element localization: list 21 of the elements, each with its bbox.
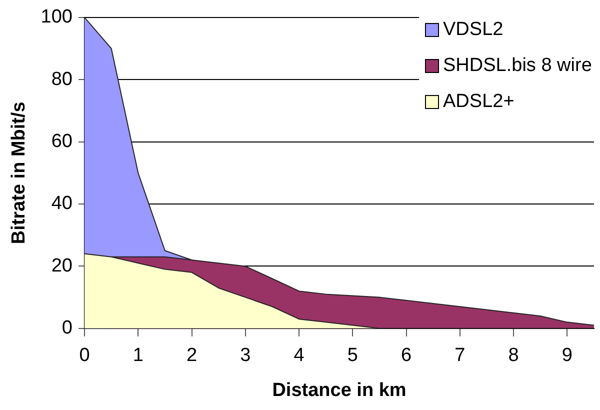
x-tick-label: 5 bbox=[347, 345, 358, 366]
x-tick-label: 4 bbox=[294, 345, 305, 366]
x-tick-label: 8 bbox=[508, 345, 519, 366]
legend-label: SHDSL.bis 8 wire bbox=[443, 55, 592, 78]
x-tick-label: 9 bbox=[562, 345, 572, 366]
x-tick-label: 1 bbox=[132, 345, 144, 366]
x-tick-label: 2 bbox=[186, 345, 198, 366]
y-tick-label: 100 bbox=[40, 6, 72, 28]
x-tick-label: 7 bbox=[454, 345, 466, 366]
legend-label: ADSL2+ bbox=[443, 91, 514, 114]
x-tick-label: 0 bbox=[79, 345, 90, 366]
x-tick-label: 3 bbox=[240, 345, 251, 366]
y-tick-label: 60 bbox=[51, 131, 72, 152]
x-tick-label: 6 bbox=[401, 345, 412, 366]
y-tick-label: 80 bbox=[51, 68, 72, 90]
y-tick-label: 0 bbox=[62, 318, 72, 339]
y-tick-label: 20 bbox=[51, 255, 72, 276]
x-axis-title: Distance in km bbox=[272, 380, 406, 401]
legend-label: VDSL2 bbox=[443, 19, 504, 42]
y-axis-title: Bitrate in Mbit/s bbox=[8, 102, 30, 244]
y-tick-label: 40 bbox=[51, 193, 72, 214]
